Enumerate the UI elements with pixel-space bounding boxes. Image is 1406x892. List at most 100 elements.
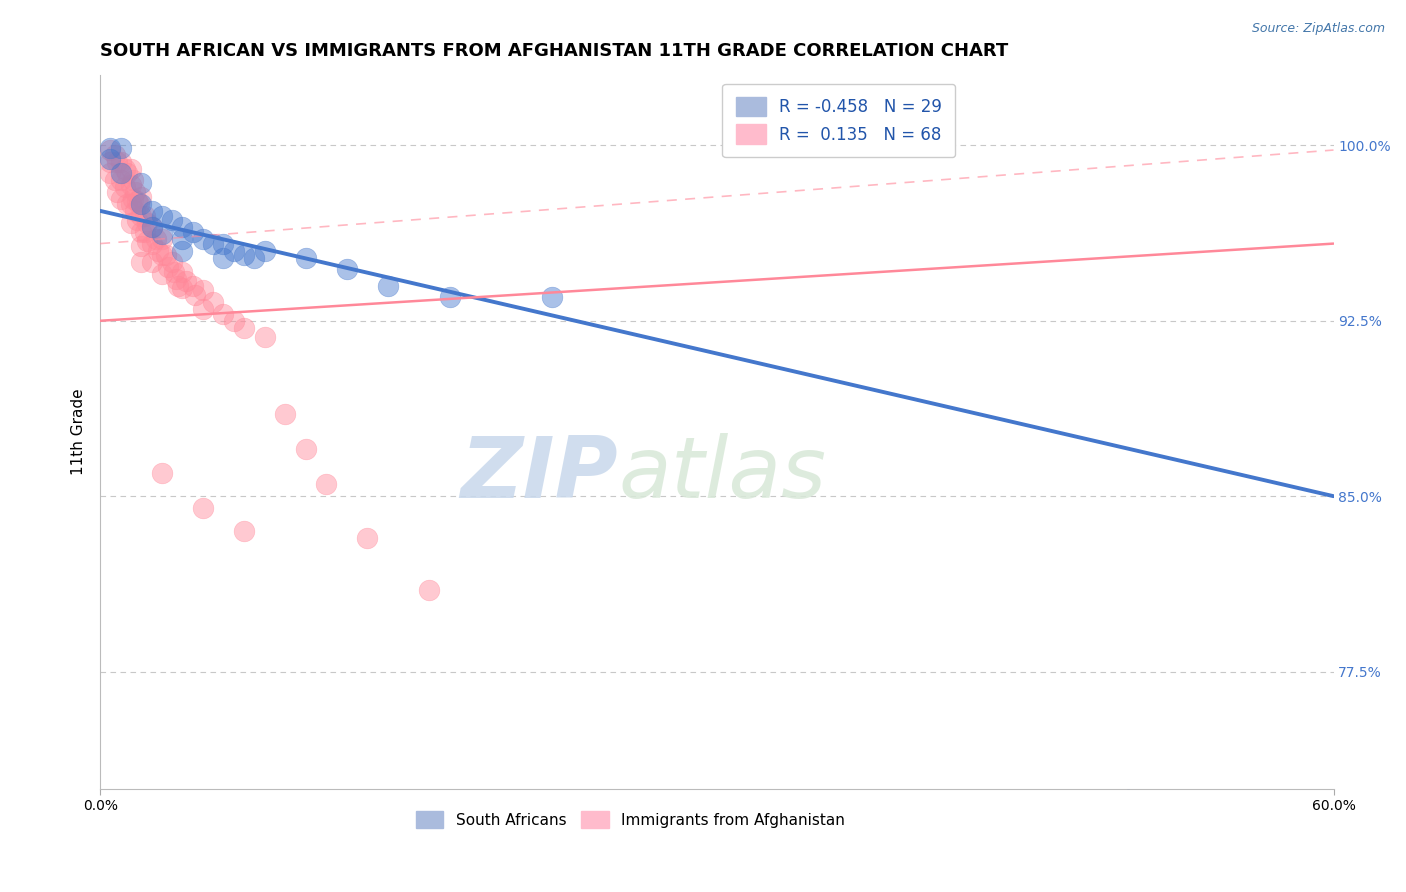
Point xyxy=(128,197,150,211)
Point xyxy=(233,524,256,539)
Point xyxy=(150,232,173,246)
Point xyxy=(222,244,245,258)
Point xyxy=(165,271,187,285)
Point xyxy=(141,220,163,235)
Point xyxy=(145,232,167,246)
Point xyxy=(100,154,122,169)
Point xyxy=(103,147,125,161)
Point xyxy=(212,307,235,321)
Point xyxy=(129,209,152,223)
Point xyxy=(222,314,245,328)
Point xyxy=(176,274,198,288)
Point xyxy=(129,197,152,211)
Point xyxy=(103,173,125,187)
Point xyxy=(439,290,461,304)
Point xyxy=(110,154,132,169)
Point xyxy=(150,466,173,480)
Point xyxy=(172,281,194,295)
Point xyxy=(163,265,186,279)
Point xyxy=(100,143,122,157)
Point xyxy=(120,197,142,211)
Point xyxy=(1116,793,1139,807)
Point xyxy=(181,225,204,239)
Point xyxy=(191,500,214,515)
Point xyxy=(141,236,163,251)
Point xyxy=(141,220,163,235)
Point xyxy=(115,166,138,180)
Point xyxy=(243,251,266,265)
Point xyxy=(120,215,142,229)
Point xyxy=(127,194,149,209)
Point xyxy=(253,244,276,258)
Point xyxy=(134,209,156,223)
Point xyxy=(124,203,146,218)
Point xyxy=(105,154,128,169)
Point xyxy=(191,302,214,317)
Point xyxy=(294,251,316,265)
Point xyxy=(212,236,235,251)
Point xyxy=(160,255,183,269)
Point xyxy=(150,248,173,262)
Point xyxy=(134,225,156,239)
Point xyxy=(110,141,132,155)
Point xyxy=(122,192,145,206)
Point xyxy=(377,278,399,293)
Point xyxy=(110,192,132,206)
Point xyxy=(150,227,173,242)
Point xyxy=(114,161,136,176)
Point xyxy=(181,278,204,293)
Point xyxy=(100,141,122,155)
Point xyxy=(105,185,128,199)
Point xyxy=(274,407,297,421)
Point xyxy=(129,176,152,190)
Point xyxy=(114,180,136,194)
Y-axis label: 11th Grade: 11th Grade xyxy=(72,389,86,475)
Text: Source: ZipAtlas.com: Source: ZipAtlas.com xyxy=(1251,22,1385,36)
Point xyxy=(150,209,173,223)
Point xyxy=(356,531,378,545)
Point xyxy=(150,267,173,281)
Point xyxy=(202,295,225,310)
Point xyxy=(253,330,276,344)
Point xyxy=(212,251,235,265)
Point xyxy=(146,244,169,258)
Point xyxy=(115,197,138,211)
Point xyxy=(191,284,214,298)
Point xyxy=(160,213,183,227)
Text: ZIP: ZIP xyxy=(461,434,619,516)
Point xyxy=(136,215,159,229)
Point xyxy=(100,166,122,180)
Point xyxy=(155,248,177,262)
Point xyxy=(233,320,256,334)
Point xyxy=(127,213,149,227)
Point xyxy=(315,477,337,491)
Text: atlas: atlas xyxy=(619,434,827,516)
Point xyxy=(129,225,152,239)
Point xyxy=(172,220,194,235)
Point xyxy=(172,265,194,279)
Point xyxy=(141,203,163,218)
Point xyxy=(100,153,122,167)
Point xyxy=(202,236,225,251)
Point xyxy=(167,278,190,293)
Point xyxy=(156,260,179,274)
Point xyxy=(136,234,159,248)
Point xyxy=(120,161,142,176)
Point xyxy=(172,232,194,246)
Point xyxy=(541,290,564,304)
Point xyxy=(336,262,359,277)
Point xyxy=(233,248,256,262)
Point xyxy=(110,173,132,187)
Point xyxy=(120,178,142,193)
Legend: South Africans, Immigrants from Afghanistan: South Africans, Immigrants from Afghanis… xyxy=(409,805,851,834)
Point xyxy=(122,173,145,187)
Point xyxy=(110,166,132,180)
Point xyxy=(172,244,194,258)
Point xyxy=(191,232,214,246)
Point xyxy=(141,255,163,269)
Text: SOUTH AFRICAN VS IMMIGRANTS FROM AFGHANISTAN 11TH GRADE CORRELATION CHART: SOUTH AFRICAN VS IMMIGRANTS FROM AFGHANI… xyxy=(100,42,1008,60)
Point xyxy=(129,239,152,253)
Point xyxy=(124,185,146,199)
Point xyxy=(183,288,205,302)
Point xyxy=(129,255,152,269)
